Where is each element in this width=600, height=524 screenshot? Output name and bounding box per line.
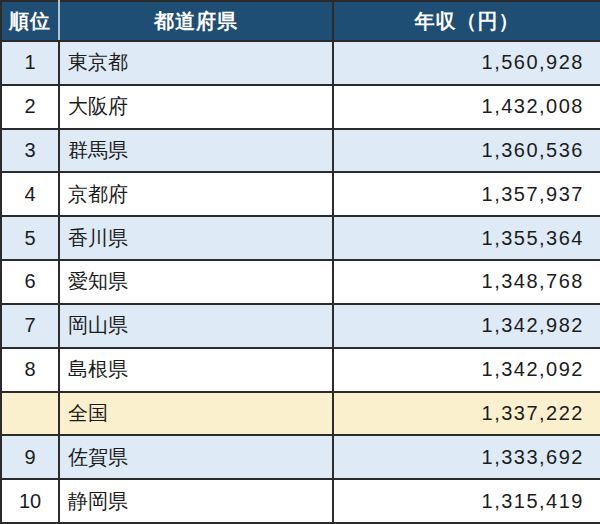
table-row: 8 島根県 1,342,092 — [1, 348, 600, 392]
prefecture-cell: 東京都 — [59, 41, 333, 85]
income-cell: 1,355,364 — [333, 216, 600, 260]
header-cell-income: 年収（円） — [333, 1, 600, 41]
income-cell: 1,432,008 — [333, 85, 600, 129]
header-cell-prefecture: 都道府県 — [59, 1, 333, 41]
income-cell: 1,342,982 — [333, 304, 600, 348]
prefecture-cell: 香川県 — [59, 216, 333, 260]
income-cell: 1,315,419 — [333, 479, 600, 523]
rank-cell: 9 — [1, 435, 59, 479]
prefecture-cell: 静岡県 — [59, 479, 333, 523]
table-row: 6 愛知県 1,348,768 — [1, 260, 600, 304]
table-row: 全国 1,337,222 — [1, 392, 600, 436]
rank-cell: 7 — [1, 304, 59, 348]
prefecture-cell: 京都府 — [59, 172, 333, 216]
income-cell: 1,333,692 — [333, 435, 600, 479]
prefecture-cell: 愛知県 — [59, 260, 333, 304]
header-row: 順位 都道府県 年収（円） — [1, 1, 600, 41]
table-row: 7 岡山県 1,342,982 — [1, 304, 600, 348]
table-row: 9 佐賀県 1,333,692 — [1, 435, 600, 479]
prefecture-cell: 島根県 — [59, 348, 333, 392]
header-cell-rank: 順位 — [1, 1, 59, 41]
rank-cell: 1 — [1, 41, 59, 85]
rank-cell: 5 — [1, 216, 59, 260]
prefecture-income-ranking-table: 順位 都道府県 年収（円） 1 東京都 1,560,928 2 大阪府 1,43… — [0, 0, 600, 524]
income-cell: 1,560,928 — [333, 41, 600, 85]
table-row: 3 群馬県 1,360,536 — [1, 129, 600, 173]
table-body: 1 東京都 1,560,928 2 大阪府 1,432,008 3 群馬県 1,… — [1, 41, 600, 523]
rank-cell: 6 — [1, 260, 59, 304]
table-row: 2 大阪府 1,432,008 — [1, 85, 600, 129]
prefecture-cell: 大阪府 — [59, 85, 333, 129]
income-cell: 1,337,222 — [333, 392, 600, 436]
income-cell: 1,348,768 — [333, 260, 600, 304]
income-cell: 1,360,536 — [333, 129, 600, 173]
prefecture-cell: 岡山県 — [59, 304, 333, 348]
rank-cell — [1, 392, 59, 436]
table-row: 5 香川県 1,355,364 — [1, 216, 600, 260]
income-cell: 1,357,937 — [333, 172, 600, 216]
income-cell: 1,342,092 — [333, 348, 600, 392]
table-header: 順位 都道府県 年収（円） — [1, 1, 600, 41]
rank-cell: 2 — [1, 85, 59, 129]
rank-cell: 3 — [1, 129, 59, 173]
table-row: 10 静岡県 1,315,419 — [1, 479, 600, 523]
rank-cell: 4 — [1, 172, 59, 216]
rank-cell: 10 — [1, 479, 59, 523]
prefecture-cell: 全国 — [59, 392, 333, 436]
table-row: 1 東京都 1,560,928 — [1, 41, 600, 85]
prefecture-cell: 佐賀県 — [59, 435, 333, 479]
table-row: 4 京都府 1,357,937 — [1, 172, 600, 216]
rank-cell: 8 — [1, 348, 59, 392]
prefecture-cell: 群馬県 — [59, 129, 333, 173]
